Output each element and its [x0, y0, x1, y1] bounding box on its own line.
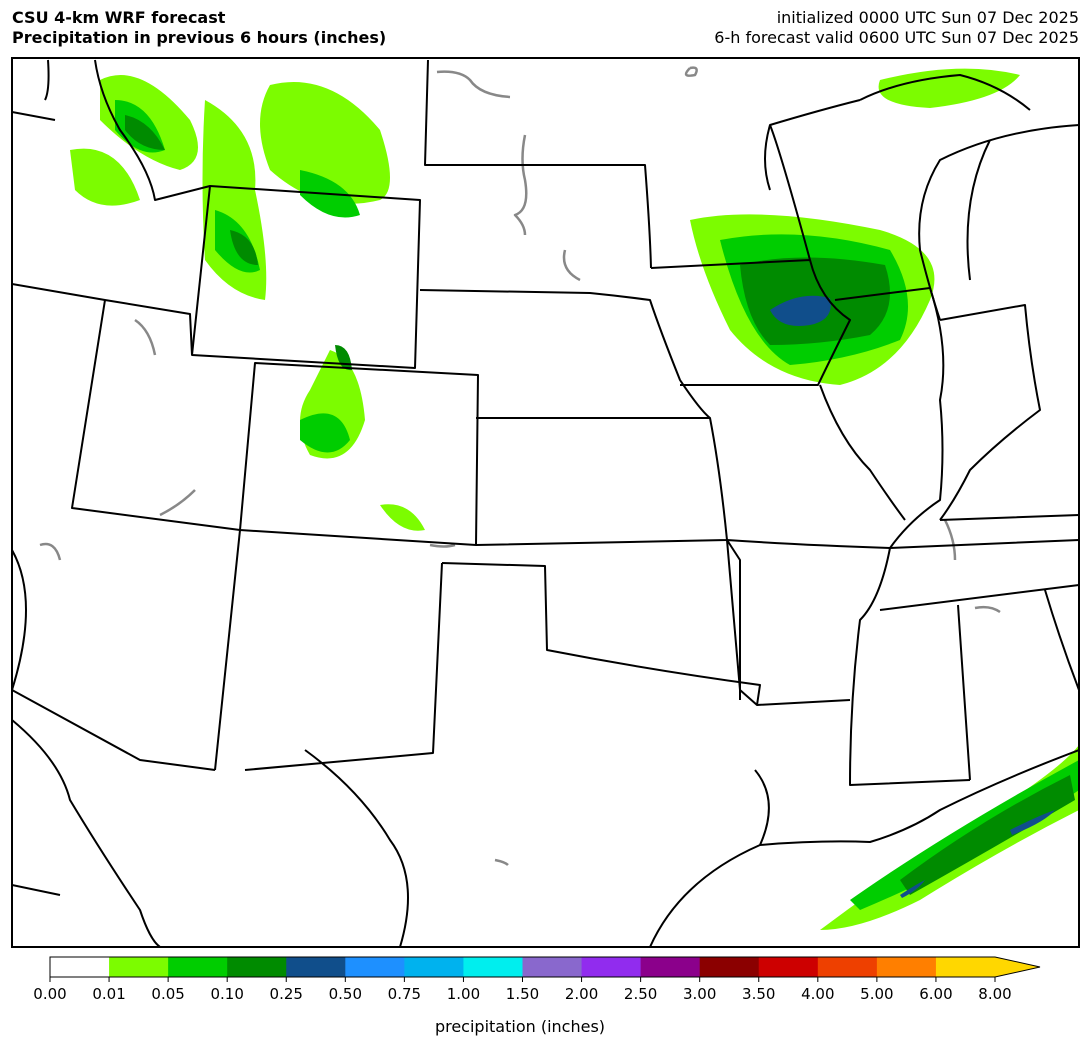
colorbar-tick-label: 0.75 — [388, 985, 421, 1003]
colorbar-label: precipitation (inches) — [435, 1017, 605, 1036]
colorbar-bin — [758, 957, 819, 977]
colorbar-bin — [286, 957, 346, 977]
colorbar-tick-label: 1.00 — [447, 985, 480, 1003]
colorbar-tick-label: 6.00 — [919, 985, 952, 1003]
colorbar-tick-label: 0.01 — [92, 985, 125, 1003]
colorbar-tick-label: 0.10 — [210, 985, 243, 1003]
init-time: initialized 0000 UTC Sun 07 Dec 2025 — [777, 8, 1079, 27]
colorbar-bin — [404, 957, 464, 977]
colorbar-bin — [699, 957, 760, 977]
colorbar-bin — [935, 957, 996, 977]
colorbar-tick-label: 2.00 — [565, 985, 598, 1003]
rivers-lakes — [39, 66, 1001, 866]
colorbar-bin — [463, 957, 523, 977]
colorbar-tick-label: 0.25 — [270, 985, 303, 1003]
colorbar-tick-label: 0.05 — [151, 985, 184, 1003]
colorbar-bin — [227, 957, 287, 977]
colorbar-bin — [581, 957, 642, 977]
colorbar-extend — [995, 957, 1040, 977]
colorbar-bin — [50, 957, 110, 977]
valid-time: 6-h forecast valid 0600 UTC Sun 07 Dec 2… — [714, 28, 1079, 47]
colorbar-tick-label: 3.50 — [742, 985, 775, 1003]
colorbar-bin — [522, 957, 583, 977]
colorbar-tick-label: 1.50 — [506, 985, 539, 1003]
colorbar-tick-label: 0.50 — [329, 985, 362, 1003]
colorbar-bin — [876, 957, 937, 977]
colorbar-bin — [345, 957, 405, 977]
subtitle: Precipitation in previous 6 hours (inche… — [12, 28, 386, 47]
state-borders — [12, 59, 1079, 947]
colorbar-tick-label: 5.00 — [860, 985, 893, 1003]
precipitation — [70, 68, 1079, 931]
title: CSU 4-km WRF forecast — [12, 8, 226, 27]
colorbar-tick-label: 0.00 — [33, 985, 66, 1003]
colorbar-tick-label: 4.00 — [801, 985, 834, 1003]
colorbar: 0.00 0.01 0.05 0.10 0.25 0.50 0.75 1.00 1.50 2.00… — [33, 956, 1041, 1003]
colorbar-bin — [168, 957, 228, 977]
map — [11, 57, 1080, 948]
colorbar-bin — [640, 957, 701, 977]
map-frame — [11, 57, 1080, 948]
colorbar-tick-label: 3.00 — [683, 985, 716, 1003]
colorbar-outline — [49, 956, 1041, 978]
colorbar-bin — [109, 957, 169, 977]
colorbar-bin — [817, 957, 878, 977]
colorbar-tick-label: 8.00 — [978, 985, 1011, 1003]
colorbar-tick-label: 2.50 — [624, 985, 657, 1003]
